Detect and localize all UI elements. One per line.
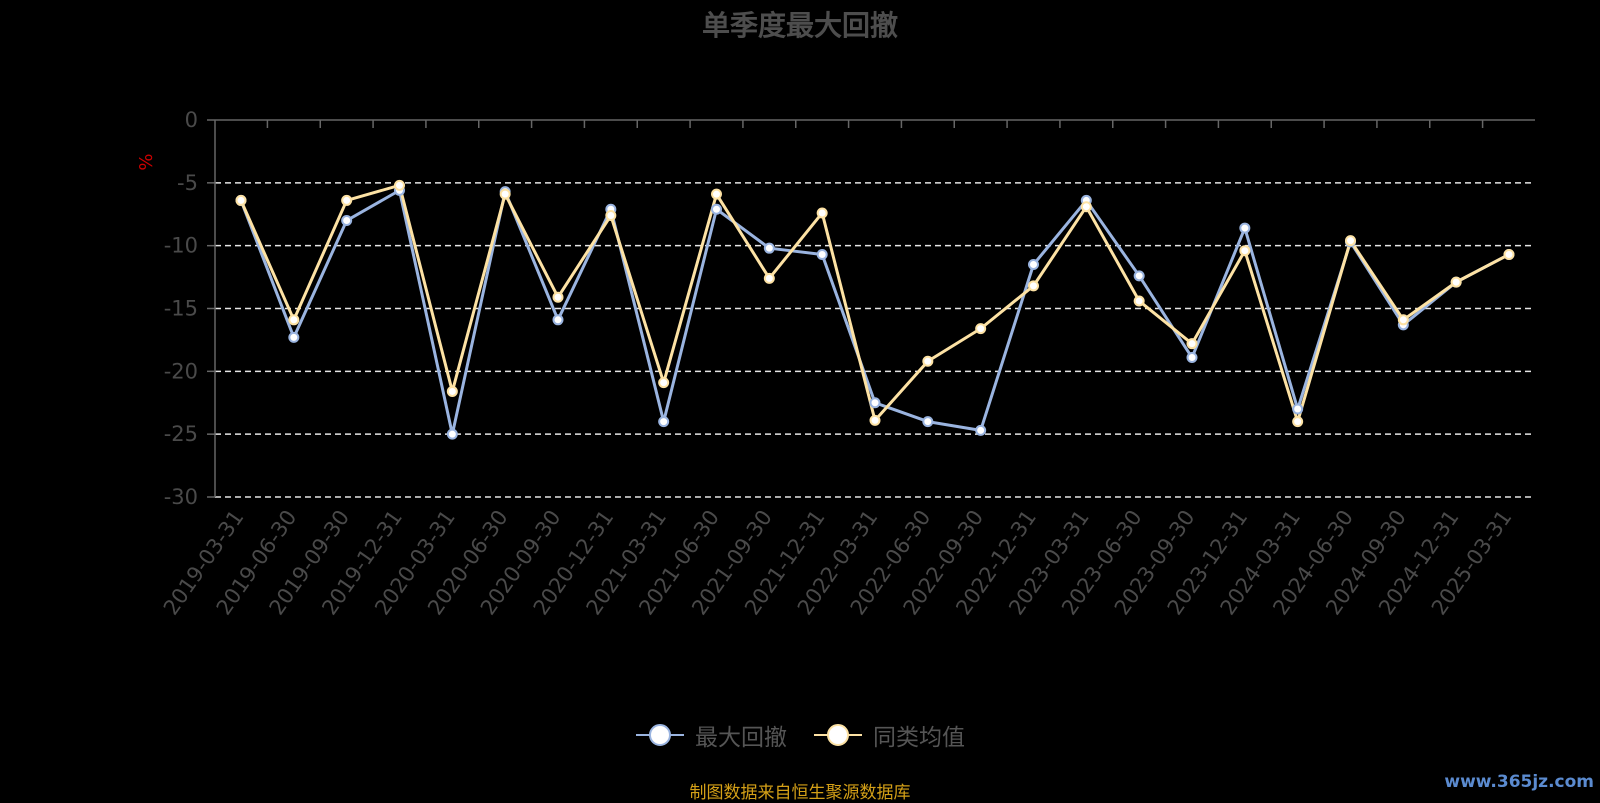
series-1-point-9 (711, 188, 722, 200)
legend-marker-series-1-icon (814, 724, 862, 746)
series-1-point-14 (975, 323, 987, 335)
watermark: www.365jz.com (1444, 772, 1594, 792)
series-1-point-17 (1133, 295, 1145, 307)
chart-title: 单季度最大回撤 (701, 9, 898, 42)
series-1-point-15 (1028, 280, 1039, 292)
series-1-point-1 (288, 314, 300, 326)
legend-marker-series-0-icon (636, 724, 684, 746)
y-tick-label-3: -15 (164, 297, 198, 321)
axis-layer: 0-5-10-15-20-25-302019-03-312019-06-3020… (159, 108, 1535, 619)
series-0-point-1 (288, 331, 300, 343)
series-0-point-11 (816, 248, 828, 260)
y-tick-label-6: -30 (164, 485, 198, 509)
y-tick-label-4: -20 (164, 359, 198, 383)
series-0-point-19 (1239, 222, 1251, 234)
series-0-point-9 (711, 203, 722, 215)
series-1-point-8 (658, 377, 670, 389)
series-1-point-5 (499, 188, 511, 200)
series-0-point-17 (1133, 270, 1145, 282)
y-tick-label-2: -10 (164, 234, 198, 258)
series-0-point-20 (1292, 403, 1304, 415)
series-1-point-20 (1292, 416, 1304, 428)
series-0-point-8 (658, 416, 670, 428)
series-1-point-12 (869, 414, 881, 426)
series-0-point-14 (975, 424, 987, 436)
series-layer (235, 179, 1515, 440)
series-1-point-16 (1080, 201, 1092, 213)
series-1-point-18 (1186, 338, 1198, 350)
y-tick-label-1: -5 (177, 171, 198, 195)
series-1-point-24 (1503, 248, 1515, 260)
legend-label-series-1: 同类均值 (873, 725, 965, 751)
series-1-point-10 (763, 272, 775, 284)
series-1-point-7 (605, 210, 617, 222)
series-1-point-3 (394, 179, 405, 191)
series-0-point-4 (446, 428, 458, 440)
series-0-point-15 (1028, 259, 1039, 271)
series-1-point-13 (922, 355, 934, 367)
series-0-point-2 (341, 215, 353, 227)
grid-layer (215, 182, 1535, 498)
series-1-point-21 (1345, 235, 1356, 247)
series-1-point-2 (341, 194, 353, 206)
y-axis-label: % (136, 153, 157, 170)
y-tick-label-0: 0 (185, 108, 198, 132)
series-0-point-6 (552, 314, 564, 326)
y-tick-label-5: -25 (164, 422, 198, 446)
legend-item-series-1[interactable]: 同类均值 (813, 718, 965, 752)
series-0-point-13 (922, 416, 934, 428)
series-1-point-4 (446, 385, 458, 397)
legend: 最大回撤 同类均值 (0, 718, 1600, 752)
legend-label-series-0: 最大回撤 (695, 725, 787, 751)
series-1-point-11 (816, 207, 828, 219)
series-1-point-6 (552, 291, 564, 303)
series-1-point-0 (235, 194, 247, 206)
series-1-point-23 (1450, 276, 1462, 288)
source-note: 制图数据来自恒生聚源数据库 (689, 783, 911, 803)
series-0-point-12 (869, 397, 881, 409)
series-line-1 (239, 183, 1510, 424)
legend-item-series-0[interactable]: 最大回撤 (635, 718, 787, 752)
series-1-point-19 (1239, 245, 1251, 257)
series-1-point-22 (1397, 314, 1409, 326)
series-0-point-18 (1186, 352, 1198, 364)
series-0-point-10 (763, 242, 775, 254)
